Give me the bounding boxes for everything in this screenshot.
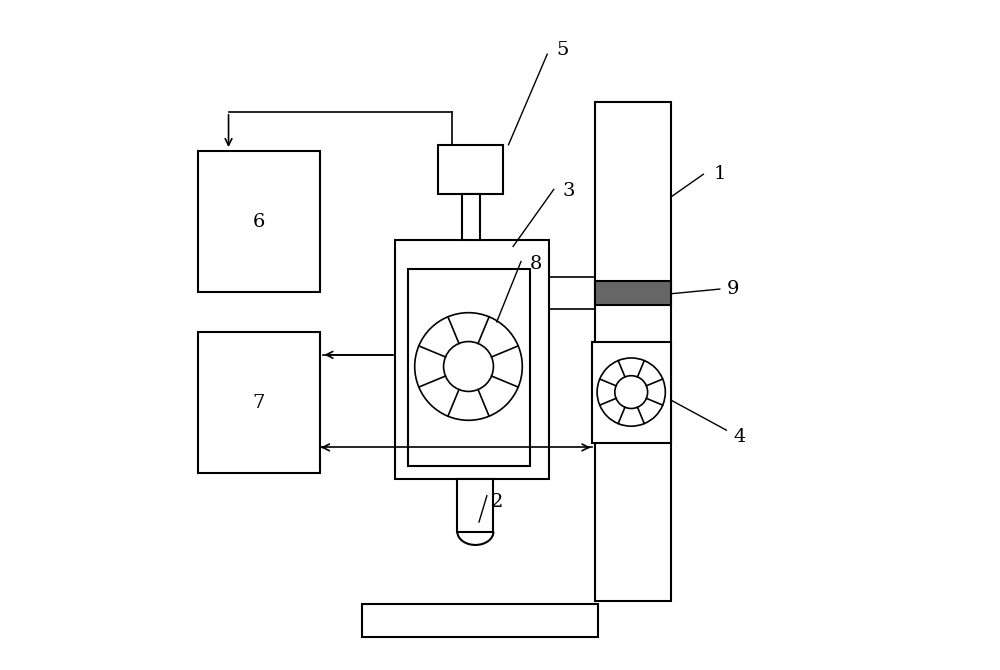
Text: 5: 5 bbox=[556, 41, 569, 58]
Text: 4: 4 bbox=[733, 427, 746, 446]
FancyBboxPatch shape bbox=[595, 102, 671, 601]
FancyBboxPatch shape bbox=[438, 145, 503, 194]
Text: 9: 9 bbox=[727, 280, 739, 298]
Text: 7: 7 bbox=[252, 393, 265, 411]
FancyBboxPatch shape bbox=[395, 240, 549, 479]
Text: 1: 1 bbox=[714, 165, 726, 184]
FancyBboxPatch shape bbox=[198, 151, 320, 292]
Text: 2: 2 bbox=[491, 493, 503, 511]
Text: 6: 6 bbox=[252, 213, 265, 231]
FancyBboxPatch shape bbox=[198, 332, 320, 473]
Text: 3: 3 bbox=[563, 182, 575, 200]
FancyBboxPatch shape bbox=[362, 604, 598, 636]
FancyBboxPatch shape bbox=[457, 479, 493, 532]
FancyBboxPatch shape bbox=[408, 269, 530, 466]
Text: 8: 8 bbox=[530, 255, 542, 273]
FancyBboxPatch shape bbox=[595, 281, 671, 306]
FancyBboxPatch shape bbox=[462, 194, 480, 240]
FancyBboxPatch shape bbox=[592, 342, 671, 444]
